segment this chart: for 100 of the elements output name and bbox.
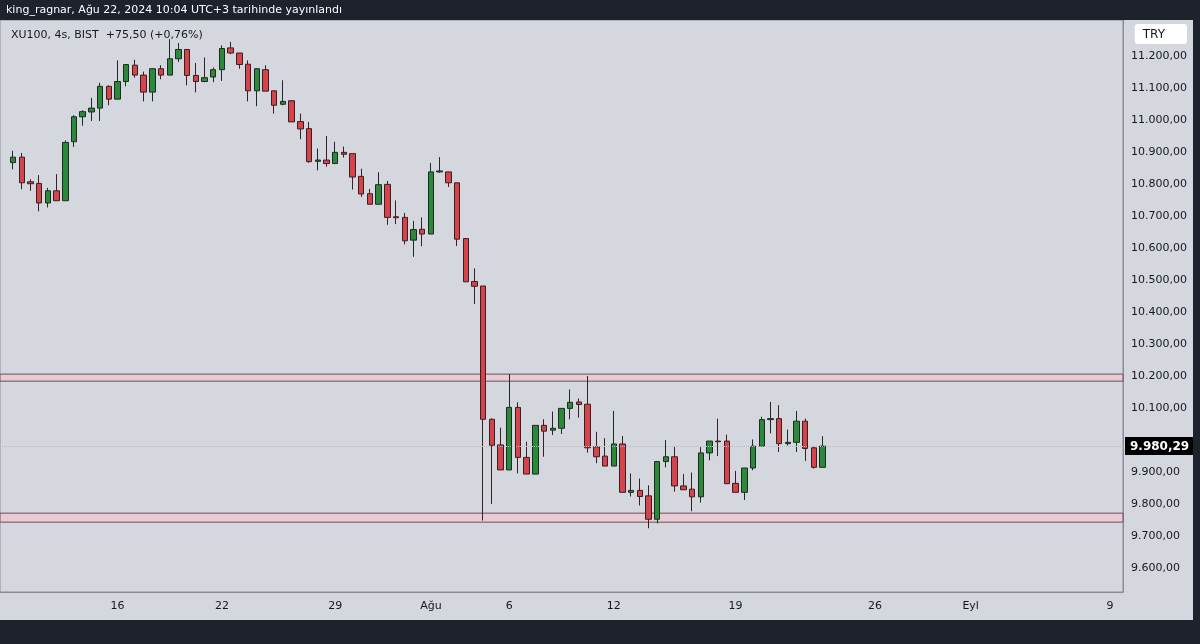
candlestick xyxy=(750,438,756,471)
candlestick xyxy=(123,64,129,87)
candlestick xyxy=(201,56,208,83)
y-tick-label: 9.600,00 xyxy=(1131,561,1180,575)
candlestick xyxy=(759,416,765,447)
candlestick xyxy=(245,59,251,102)
x-tick-label: 16 xyxy=(110,599,125,612)
candlestick xyxy=(715,418,721,457)
candlestick xyxy=(393,199,399,225)
y-tick-label: 10.800,00 xyxy=(1131,176,1187,190)
candlestick xyxy=(497,427,504,471)
candlestick xyxy=(454,182,460,247)
y-tick-label: 10.400,00 xyxy=(1131,305,1187,319)
candlestick xyxy=(375,171,382,205)
candlestick xyxy=(689,471,695,512)
candlestick xyxy=(680,473,687,491)
y-tick-label: 11.100,00 xyxy=(1131,80,1187,94)
candlestick xyxy=(506,373,512,471)
candlestick xyxy=(637,478,643,506)
candlestick xyxy=(489,417,495,505)
candlestick xyxy=(341,146,347,158)
candlestick xyxy=(776,404,782,453)
candlestick xyxy=(645,484,652,529)
candlestick xyxy=(271,90,277,115)
candlestick xyxy=(402,212,408,245)
candlestick xyxy=(802,418,808,462)
candlestick xyxy=(219,44,225,82)
candlestick xyxy=(541,418,547,458)
candlestick xyxy=(576,397,582,419)
candlestick xyxy=(19,152,25,190)
candlestick xyxy=(436,156,443,174)
candlestick xyxy=(280,79,286,106)
y-tick-label: 9.800,00 xyxy=(1131,497,1180,511)
candlestick xyxy=(567,388,573,420)
candlestick xyxy=(410,220,417,258)
candlestick xyxy=(654,461,660,524)
candlestick xyxy=(140,71,147,102)
candlestick xyxy=(532,424,539,475)
y-tick-label: 10.300,00 xyxy=(1131,337,1187,351)
candlestick xyxy=(349,153,356,191)
candlestick xyxy=(184,48,190,86)
x-tick-label: 29 xyxy=(328,599,343,612)
candlestick xyxy=(611,410,617,467)
candlestick xyxy=(584,375,591,454)
candlestick xyxy=(114,59,121,100)
candlestick xyxy=(671,445,678,493)
candlestick xyxy=(254,68,260,107)
candlestick xyxy=(193,62,199,93)
candlestick xyxy=(53,173,60,202)
x-tick-label: 12 xyxy=(606,599,621,612)
candlestick xyxy=(262,64,269,92)
candlestick xyxy=(663,439,669,468)
y-tick-label: 10.500,00 xyxy=(1131,273,1187,287)
y-tick-label: 10.100,00 xyxy=(1131,401,1187,415)
candlestick xyxy=(227,41,234,55)
candlestick xyxy=(445,171,452,188)
candlestick xyxy=(167,38,173,76)
y-tick-label: 10.700,00 xyxy=(1131,208,1187,222)
candlestick xyxy=(593,431,600,464)
candlestick xyxy=(558,407,565,435)
candlestick xyxy=(793,410,800,453)
candlestick xyxy=(811,446,817,470)
candlestick xyxy=(71,114,77,148)
candlestick xyxy=(45,187,51,208)
candlestick xyxy=(88,97,95,122)
candlestick xyxy=(27,178,34,192)
candlestick xyxy=(419,216,425,247)
x-tick-label: 19 xyxy=(728,599,743,612)
candlestick xyxy=(550,411,556,436)
y-tick-label: 10.200,00 xyxy=(1131,369,1187,383)
candlestick xyxy=(724,434,730,485)
x-tick-label: 6 xyxy=(505,599,513,612)
candlestick xyxy=(819,435,826,468)
chart-title: king_ragnar, Ağu 22, 2024 10:04 UTC+3 tarihinde yayınlandı xyxy=(6,3,342,16)
candlestick xyxy=(619,435,626,493)
candlestick xyxy=(332,141,338,165)
candlestick xyxy=(384,180,391,226)
candlestick xyxy=(62,139,69,202)
candlestick xyxy=(175,42,182,63)
candlestick xyxy=(210,66,216,83)
y-tick-label: 11.000,00 xyxy=(1131,112,1187,126)
candlestick xyxy=(149,68,156,102)
candlestick xyxy=(706,440,713,461)
candlestick xyxy=(132,59,138,79)
candlestick xyxy=(315,148,321,171)
x-tick-label: 26 xyxy=(867,599,882,612)
candlestick xyxy=(358,168,364,198)
y-tick-label: 10.600,00 xyxy=(1131,241,1187,255)
candlestick xyxy=(297,113,304,140)
candlestick xyxy=(106,84,112,106)
candlestick xyxy=(732,470,739,493)
candlestick xyxy=(741,467,748,501)
y-axis-title: TRY xyxy=(1141,27,1166,41)
y-tick-label: 9.700,00 xyxy=(1131,529,1180,543)
candlestick xyxy=(515,401,521,474)
y-tick-label: 9.900,00 xyxy=(1131,465,1180,479)
candlestick xyxy=(36,174,42,212)
candlestick xyxy=(236,52,243,70)
candlestick xyxy=(428,162,434,235)
candlestick xyxy=(323,135,330,168)
